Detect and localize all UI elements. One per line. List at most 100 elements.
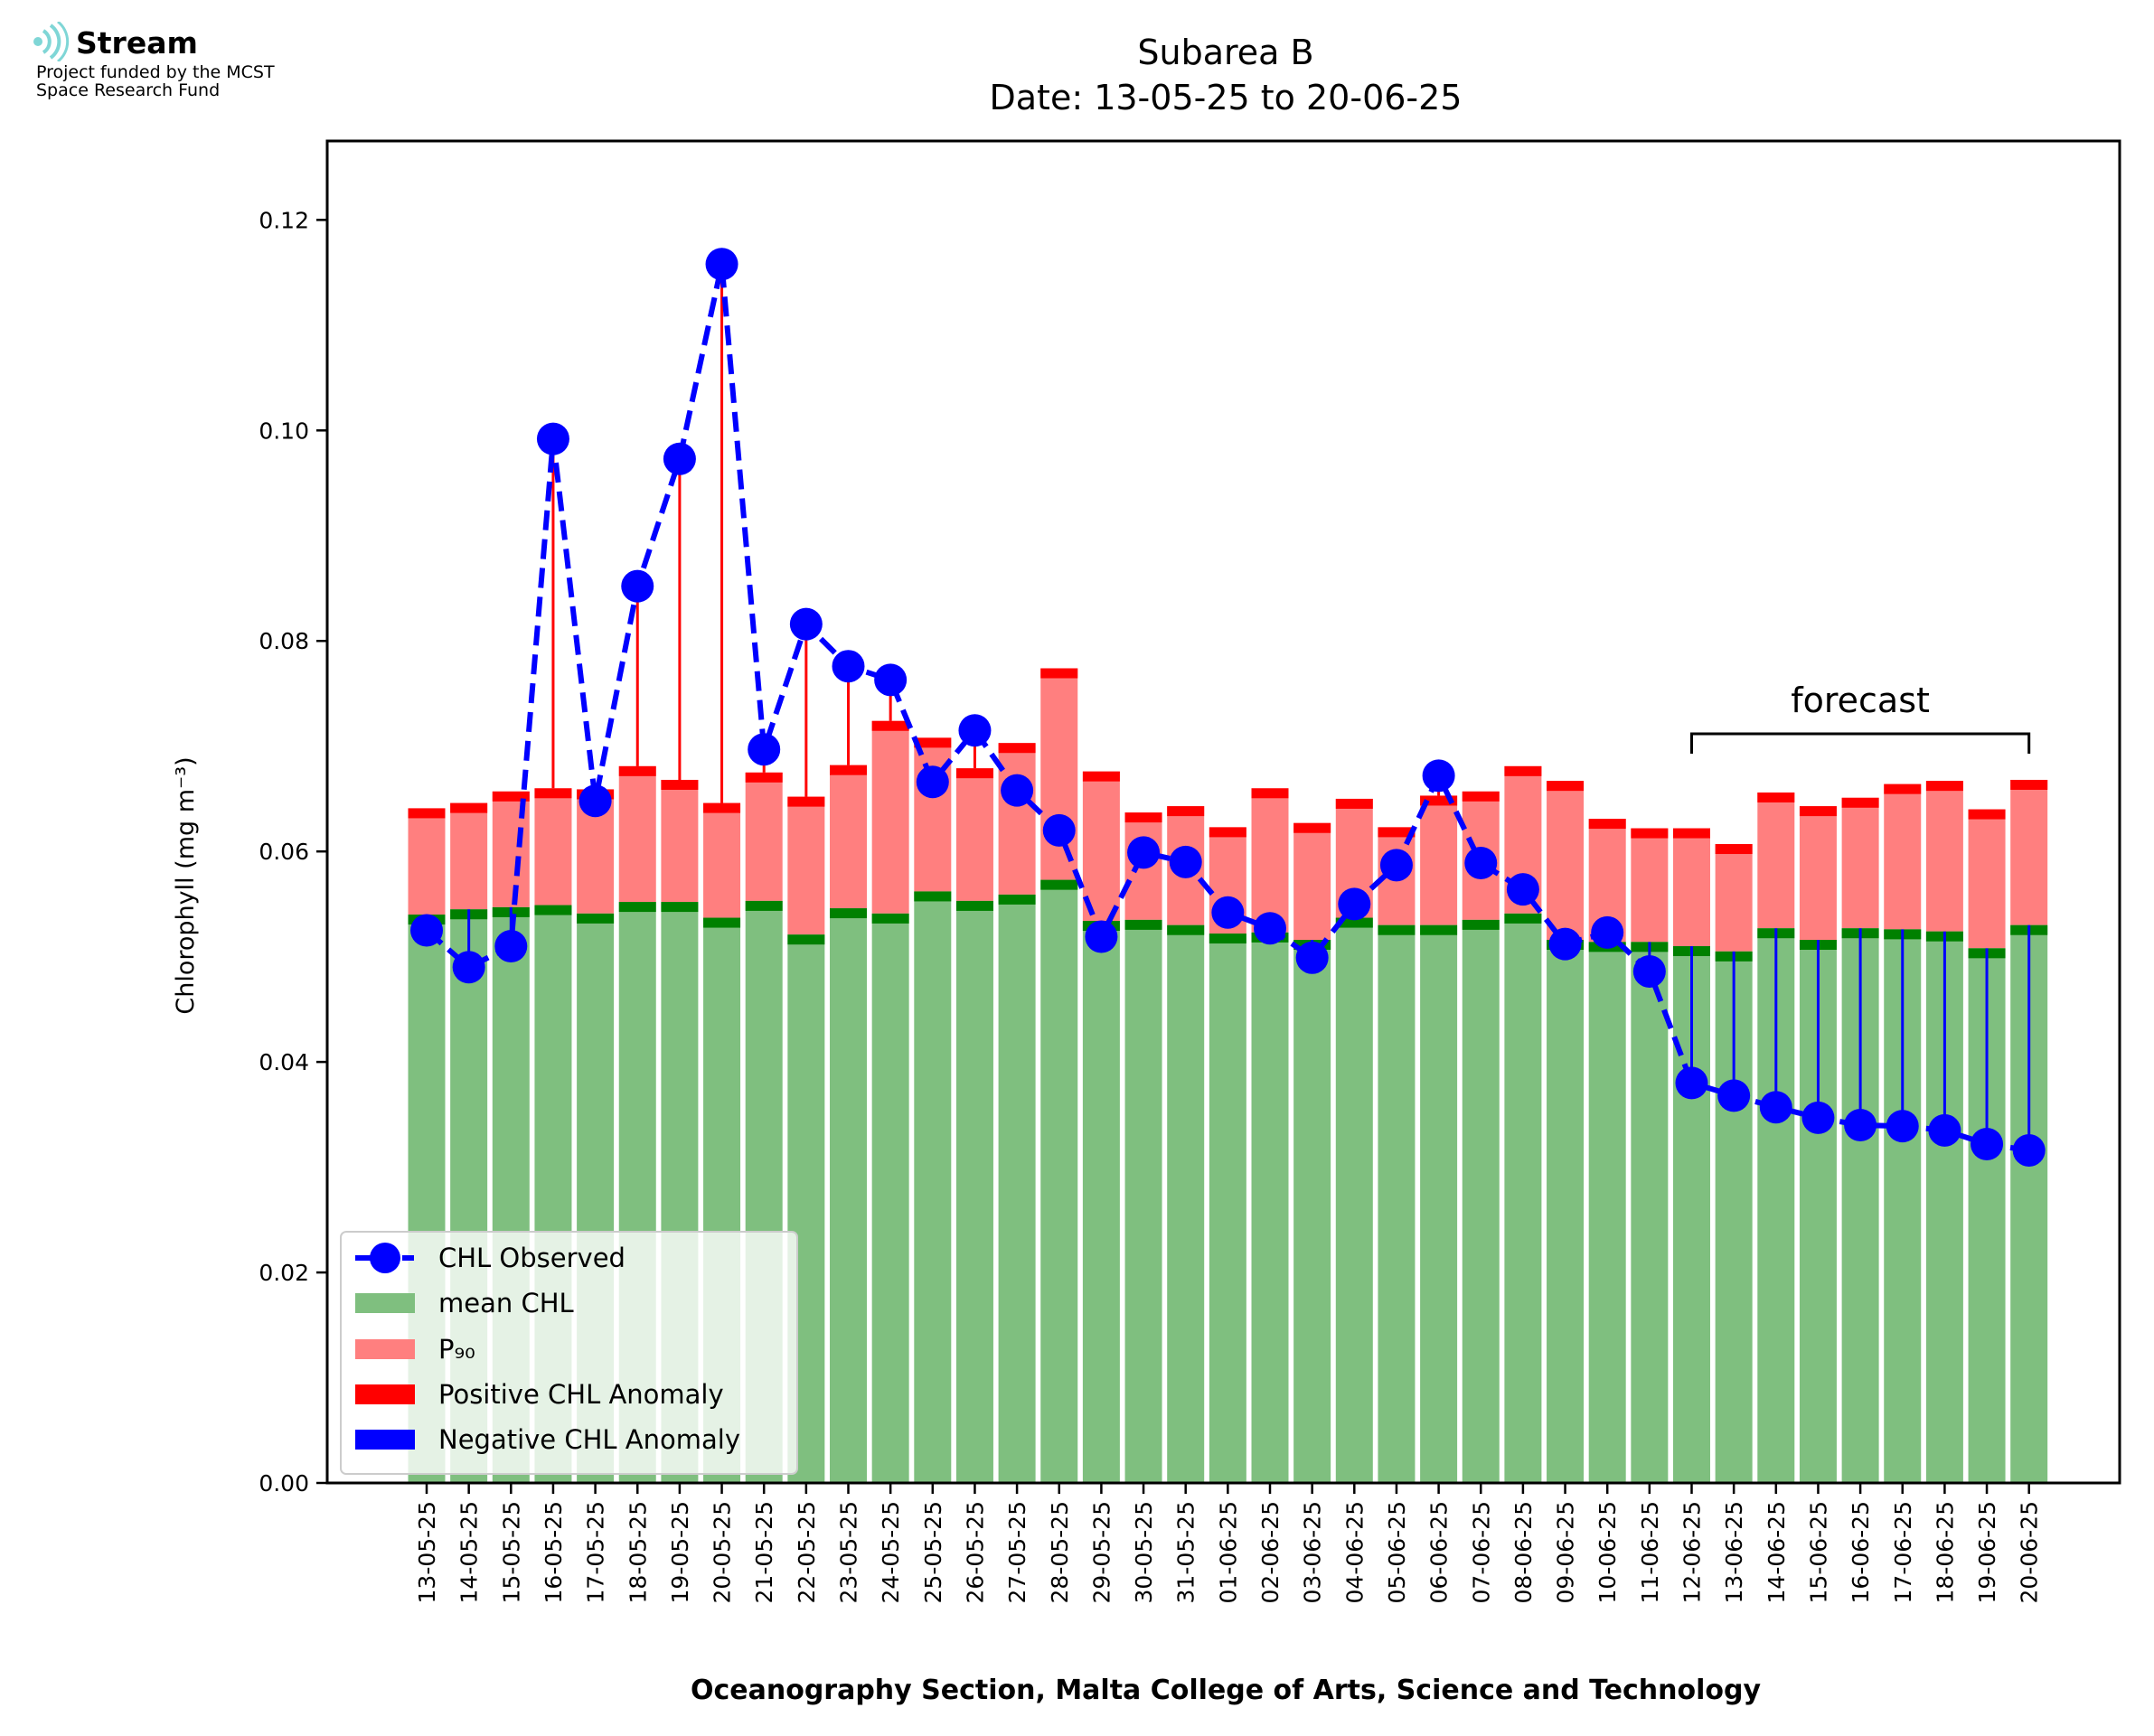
p90-bar — [955, 768, 993, 901]
observed-point — [1591, 915, 1624, 949]
observed-point — [874, 663, 908, 697]
p90-bar — [1799, 806, 1837, 941]
observed-point — [1717, 1079, 1751, 1112]
p90-bar — [1884, 784, 1922, 930]
logo-wordmark: Stream — [76, 25, 198, 61]
observed-point — [1548, 927, 1582, 961]
p90-bar — [534, 788, 572, 906]
legend-label: CHL Observed — [438, 1243, 626, 1273]
p90-bar — [2010, 779, 2048, 925]
mean-cap — [703, 917, 741, 928]
observed-point — [1001, 774, 1034, 807]
p90-bar — [1547, 781, 1585, 941]
x-tick-label: 13-05-25 — [414, 1501, 440, 1603]
observed-point — [1506, 873, 1539, 906]
signal-wave-icon — [33, 22, 70, 61]
observed-point — [789, 607, 823, 641]
mean-bar — [1335, 917, 1373, 1483]
legend-label: mean CHL — [438, 1288, 574, 1318]
x-tick-label: 08-06-25 — [1510, 1501, 1537, 1603]
x-tick-label: 28-05-25 — [1047, 1501, 1073, 1603]
p90-cap — [1504, 765, 1542, 776]
y-tick-label: 0.06 — [259, 839, 309, 865]
mean-bar — [1462, 919, 1500, 1483]
p90-bar — [1420, 795, 1458, 925]
p90-bar — [1082, 771, 1120, 922]
observed-point — [1971, 1127, 2004, 1160]
mean-bar — [1504, 913, 1542, 1483]
x-tick-label: 06-06-25 — [1426, 1501, 1453, 1603]
x-tick-label: 24-05-25 — [878, 1501, 904, 1603]
p90-cap — [661, 779, 699, 790]
x-tick-label: 20-06-25 — [2017, 1501, 2043, 1603]
mean-cap — [1504, 913, 1542, 924]
observed-point — [410, 914, 443, 947]
mean-bar — [1631, 942, 1669, 1483]
p90-cap — [1335, 798, 1373, 809]
forecast-annotation: forecast — [1791, 680, 1930, 720]
y-tick-label: 0.10 — [259, 418, 309, 444]
legend-label: Positive CHL Anomaly — [438, 1379, 724, 1410]
observed-point — [1422, 759, 1455, 793]
observed-point — [1464, 846, 1498, 879]
y-axis-label: Chlorophyll (mg m⁻³) — [172, 756, 200, 1014]
p90-cap — [1925, 781, 1963, 792]
legend-label: Negative CHL Anomaly — [438, 1424, 740, 1455]
observed-point — [1844, 1109, 1877, 1141]
legend-label: P₉₀ — [438, 1334, 475, 1365]
x-tick-label: 03-06-25 — [1300, 1501, 1326, 1603]
p90-bar — [450, 802, 488, 910]
p90-cap — [408, 808, 446, 819]
observed-point — [1295, 941, 1329, 974]
observed-point — [1127, 836, 1161, 869]
mean-cap — [1167, 924, 1205, 935]
x-tick-label: 18-06-25 — [1932, 1501, 1958, 1603]
mean-cap — [1335, 917, 1373, 928]
x-tick-label: 19-06-25 — [1974, 1501, 2000, 1603]
observed-point — [1928, 1113, 1961, 1147]
x-tick-label: 30-05-25 — [1131, 1501, 1157, 1603]
p90-cap — [745, 772, 783, 783]
x-tick-label: 31-05-25 — [1173, 1501, 1199, 1603]
p90-cap — [787, 796, 825, 807]
observed-point — [536, 422, 569, 455]
p90-cap — [534, 788, 572, 799]
p90-cap — [998, 743, 1036, 754]
legend-swatch — [355, 1384, 415, 1404]
p90-bar — [1968, 809, 2006, 949]
p90-bar — [830, 765, 867, 909]
p90-cap — [1209, 827, 1246, 838]
p90-cap — [871, 720, 909, 731]
legend-marker-swatch — [370, 1243, 400, 1273]
mean-bar — [1547, 940, 1585, 1483]
x-tick-label: 09-06-25 — [1553, 1501, 1579, 1603]
mean-bar — [830, 908, 867, 1483]
observed-point — [1169, 845, 1202, 878]
mean-bar — [1209, 934, 1246, 1483]
observed-point — [494, 930, 528, 962]
observed-point — [452, 951, 485, 984]
plot-frame — [325, 139, 2121, 1485]
observed-point — [2012, 1133, 2046, 1167]
x-tick-label: 02-06-25 — [1257, 1501, 1284, 1603]
p90-bar — [661, 779, 699, 903]
x-tick-label: 26-05-25 — [962, 1501, 988, 1603]
p90-cap — [492, 791, 530, 802]
y-tick-label: 0.08 — [259, 628, 309, 654]
p90-bar — [745, 772, 783, 901]
forecast-bracket — [1690, 732, 2031, 754]
y-tick-label: 0.00 — [259, 1470, 309, 1497]
p90-bar — [408, 808, 446, 915]
x-tick-label: 13-06-25 — [1721, 1501, 1747, 1603]
legend-box — [340, 1231, 798, 1475]
mean-bar — [914, 891, 952, 1483]
legend: CHL Observed mean CHL P₉₀ Positive CHL Anom… — [340, 1231, 798, 1475]
observed-point — [621, 569, 654, 603]
p90-cap — [1715, 844, 1753, 855]
observed-point — [1759, 1091, 1792, 1124]
mean-cap — [914, 891, 952, 902]
y-tick-label: 0.04 — [259, 1049, 309, 1075]
legend-swatch — [355, 1293, 415, 1313]
mean-cap — [1378, 924, 1416, 935]
mean-bar — [1167, 924, 1205, 1483]
